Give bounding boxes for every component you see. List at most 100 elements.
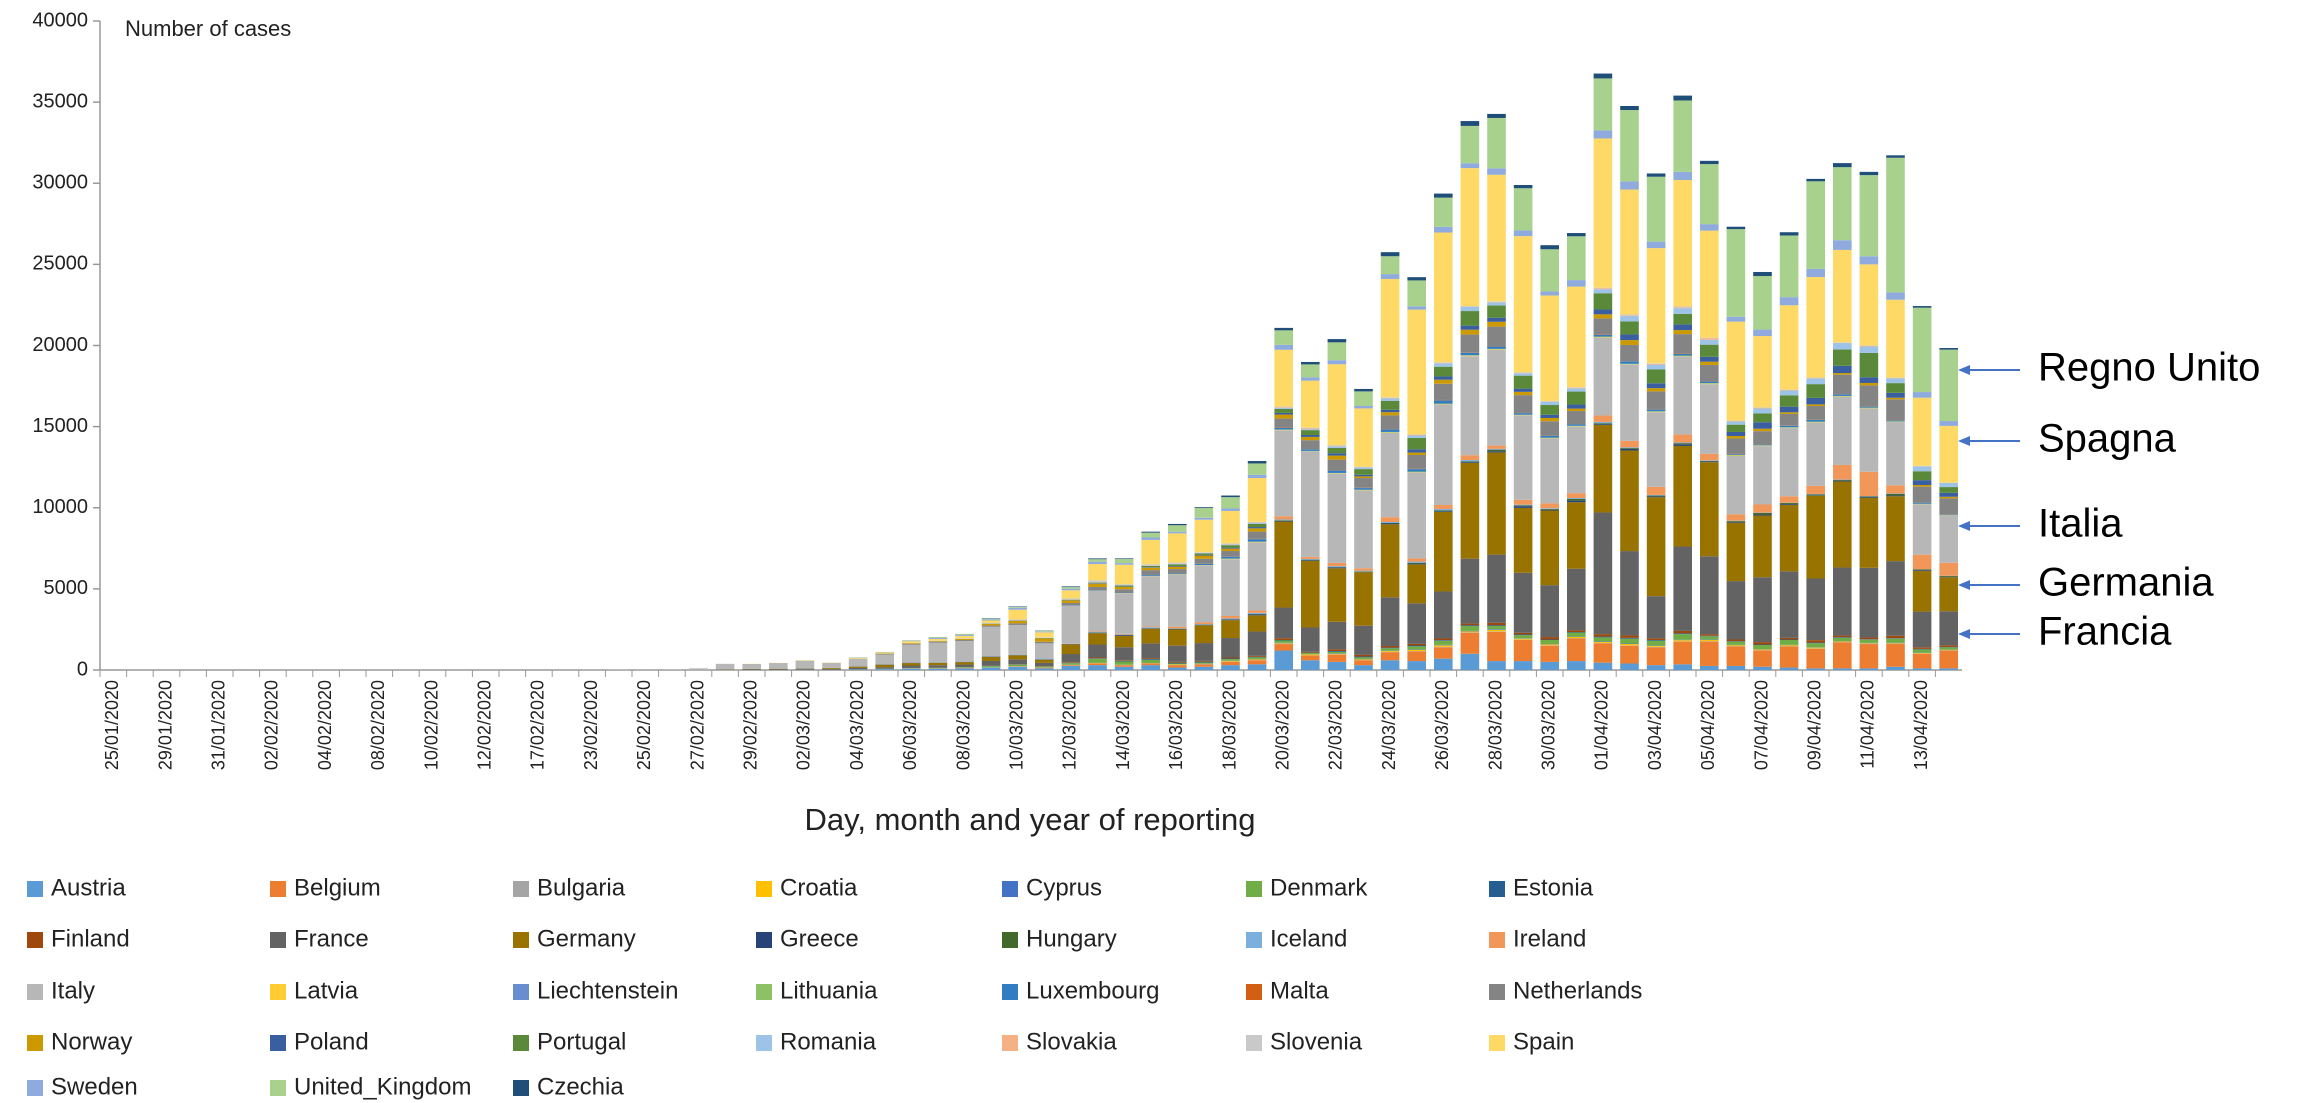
bar-segment [1939, 498, 1958, 515]
bar-segment [1593, 138, 1613, 288]
y-tick-label: 40000 [32, 9, 88, 31]
bar-segment [1673, 100, 1692, 172]
bar-segment [1088, 665, 1107, 670]
bar-segment [1301, 660, 1320, 670]
bar-segment [1274, 430, 1293, 517]
bar-segment [1646, 364, 1666, 370]
bar-segment [1567, 280, 1586, 287]
legend-swatch [270, 1080, 286, 1096]
bar-segment [1221, 551, 1240, 557]
bar-segment [1407, 646, 1426, 650]
legend-swatch [513, 1080, 529, 1096]
legend-swatch [1246, 932, 1262, 948]
bar-segment [1833, 641, 1852, 643]
bar-segment [1434, 504, 1453, 510]
y-tick-label: 0 [77, 658, 88, 680]
bar-segment [1593, 643, 1613, 663]
bar-segment [742, 663, 761, 669]
bar-segment [1726, 438, 1746, 454]
bar-segment [1646, 248, 1666, 364]
bar-segment [1620, 361, 1639, 364]
bar-segment [1221, 619, 1240, 621]
bar-segment [1327, 562, 1347, 567]
bar-segment [1886, 292, 1905, 300]
bar-segment [1354, 408, 1373, 467]
y-tick-label: 5000 [44, 577, 89, 599]
bar-segment [1620, 450, 1639, 552]
bar-segment [1779, 571, 1799, 638]
bar-segment [1487, 452, 1506, 555]
bar-segment [875, 667, 894, 669]
bar-segment [1939, 611, 1958, 646]
bar-segment [1407, 309, 1426, 435]
bar-segment [1114, 559, 1134, 564]
bar-segment [1806, 397, 1825, 405]
bar-segment [1806, 181, 1825, 269]
bar-segment [1673, 634, 1692, 640]
bar-segment [1886, 638, 1905, 643]
bar-segment [1274, 644, 1293, 651]
bar-segment [1487, 631, 1506, 662]
annotation: Spagna [2038, 417, 2177, 461]
y-tick-label: 35000 [32, 90, 88, 112]
bar-segment [1327, 446, 1347, 448]
bar-segment [1726, 645, 1746, 647]
bar-segment [1247, 523, 1267, 524]
bar-segment [1513, 375, 1533, 389]
bar-segment [1859, 639, 1879, 643]
bar-segment [1061, 665, 1081, 670]
bar-segment [1779, 645, 1799, 647]
bar-segment [1673, 355, 1692, 357]
bar-segment [1779, 646, 1799, 668]
x-tick-label: 04/02/2020 [315, 680, 335, 770]
bar-segment [1194, 555, 1214, 559]
x-tick-label: 05/04/2020 [1698, 680, 1718, 770]
bar-segment [1301, 652, 1320, 655]
bar-segment [1833, 637, 1852, 638]
bar-segment [1912, 569, 1932, 571]
bar-segment [1939, 487, 1958, 493]
bar-segment [981, 656, 1001, 661]
bar-segment [1088, 590, 1107, 632]
bar-segment [1833, 668, 1852, 670]
bar-segment [1061, 644, 1081, 655]
bar-segment [1726, 229, 1746, 317]
bar-segment [1753, 422, 1772, 429]
bar-segment [1620, 181, 1639, 190]
bar-segment [1673, 306, 1692, 308]
bar-segment [1460, 626, 1480, 631]
bar-segment [1513, 373, 1533, 376]
bar-segment [1247, 474, 1267, 479]
bar-segment [1593, 309, 1613, 315]
bar-segment [1646, 645, 1666, 647]
bar-segment [1753, 446, 1772, 505]
bar-segment [1859, 385, 1879, 407]
bar-segment [1460, 461, 1480, 463]
bar-segment [1567, 236, 1586, 281]
bar-segment [1141, 564, 1160, 566]
bar-segment [1327, 470, 1347, 473]
bar-segment [822, 663, 841, 668]
bar-segment [1567, 411, 1586, 425]
bar-segment [1487, 448, 1506, 450]
bar-segment [1673, 353, 1692, 356]
bar-segment [1061, 663, 1081, 665]
bar-segment [1327, 453, 1347, 456]
bar-segment [1274, 330, 1293, 345]
x-tick-label: 28/03/2020 [1485, 680, 1505, 770]
bar-segment [1859, 406, 1879, 408]
bar-segment [1460, 462, 1480, 463]
bar-segment [1673, 444, 1692, 446]
bar-segment [1460, 455, 1480, 461]
bar-segment [1168, 533, 1187, 563]
x-tick-label: 30/03/2020 [1538, 680, 1558, 770]
bar-segment [1114, 635, 1134, 636]
bar-segment [1035, 662, 1054, 667]
bar-segment [1540, 503, 1559, 509]
bar-segment [1726, 226, 1746, 230]
bar-segment [1726, 455, 1746, 515]
bar-segment [1646, 383, 1666, 389]
bar-segment [1540, 245, 1559, 250]
bar-segment [1194, 507, 1214, 509]
bar-segment [1912, 647, 1932, 649]
